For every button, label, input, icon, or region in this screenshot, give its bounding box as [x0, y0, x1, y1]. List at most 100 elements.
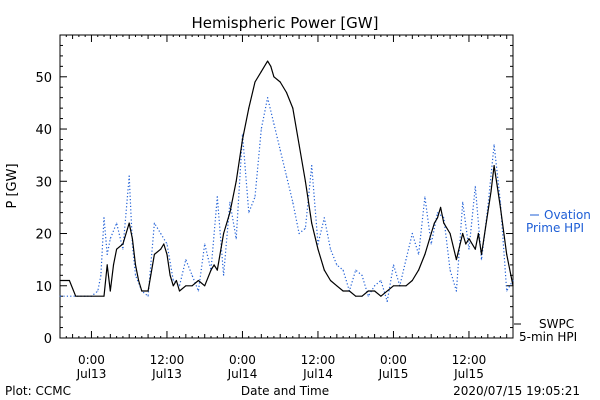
ovation-data-point: [298, 232, 300, 235]
y-tick-label: 40: [35, 123, 52, 138]
ovation-data-point: [436, 212, 439, 214]
swpc-data-point: [392, 285, 395, 287]
x-axis: 0:00Jul1312:00Jul130:00Jul1412:00Jul140:…: [59, 35, 514, 381]
ovation-data-point: [329, 248, 332, 250]
ovation-data-point: [223, 274, 225, 276]
ovation-data-point: [405, 259, 407, 261]
ovation-data-point: [468, 248, 470, 250]
swpc-data-point: [210, 269, 212, 271]
swpc-data-point: [248, 107, 250, 109]
swpc-data-point: [430, 232, 432, 235]
swpc-data-point: [465, 243, 467, 245]
swpc-data-point: [424, 253, 426, 255]
ovation-data-point: [235, 238, 237, 240]
ovation-data-point: [279, 149, 281, 151]
swpc-data-point: [474, 248, 476, 250]
ovation-data-point: [506, 290, 508, 292]
ovation-data-point: [374, 285, 376, 287]
ovation-data-point: [367, 295, 369, 297]
ovation-data-point: [336, 264, 338, 266]
swpc-data-point: [131, 238, 133, 240]
swpc-hpi-line: [60, 60, 514, 297]
ovation-data-point: [267, 97, 269, 99]
ovation-data-point: [178, 285, 181, 287]
ovation-data-point: [380, 279, 382, 282]
ovation-data-point: [97, 290, 99, 292]
plot-credit: Plot: CCMC: [5, 384, 71, 398]
ovation-data-point: [449, 269, 451, 271]
ovation-data-point: [160, 232, 162, 235]
x-tick-label-time: 0:00: [229, 353, 256, 367]
swpc-data-point: [178, 290, 181, 292]
ovation-data-point: [392, 264, 395, 266]
y-axis: 0 10 20 30 40 50: [35, 34, 513, 347]
chart-title: Hemispheric Power [GW]: [192, 14, 379, 32]
swpc-data-point: [433, 222, 435, 224]
swpc-data-point: [374, 290, 376, 292]
swpc-data-point: [496, 185, 498, 188]
ovation-data-point: [443, 217, 445, 219]
swpc-data-point: [267, 60, 269, 62]
x-tick-label-time: 12:00: [301, 353, 336, 367]
x-tick-label-date: Jul15: [453, 367, 484, 381]
plot-timestamp: 2020/07/15 19:05:21: [453, 384, 580, 398]
swpc-data-point: [449, 232, 451, 235]
swpc-legend-label-1: SWPC: [539, 317, 574, 331]
swpc-data-point: [185, 285, 187, 287]
swpc-data-point: [462, 232, 464, 235]
ovation-data-point: [216, 196, 218, 198]
x-tick-label-date: Jul15: [378, 367, 409, 381]
swpc-data-point: [380, 295, 382, 297]
ovation-data-point: [185, 259, 187, 261]
swpc-data-point: [163, 243, 165, 245]
swpc-data-point: [75, 295, 77, 297]
ovation-data-point: [342, 269, 344, 271]
y-tick-label: 10: [35, 280, 52, 295]
ovation-prime-hpi-line: [60, 97, 514, 302]
swpc-data-point: [191, 285, 193, 287]
y-tick-label: 20: [35, 228, 52, 243]
ovation-data-point: [229, 201, 231, 203]
swpc-data-point: [103, 295, 105, 297]
swpc-data-point: [361, 295, 363, 297]
ovation-data-point: [474, 185, 476, 188]
swpc-data-point: [279, 81, 281, 83]
ovation-data-point: [197, 290, 199, 292]
series-layer: [59, 60, 514, 302]
y-tick-label: 0: [44, 332, 52, 347]
swpc-legend-label-2: 5-min HPI: [519, 330, 577, 344]
ovation-data-point: [116, 222, 118, 224]
ovation-data-point: [128, 175, 130, 177]
swpc-data-point: [455, 259, 457, 261]
swpc-data-point: [493, 165, 495, 167]
x-tick-label-time: 12:00: [452, 353, 487, 367]
ovation-legend-label-2: Prime HPI: [526, 221, 584, 235]
x-tick-label-time: 12:00: [150, 353, 185, 367]
swpc-data-point: [241, 138, 244, 141]
swpc-data-point: [106, 264, 108, 266]
swpc-data-point: [147, 290, 149, 292]
x-tick-label-time: 0:00: [380, 353, 407, 367]
swpc-data-point: [285, 91, 288, 94]
swpc-data-point: [317, 248, 319, 250]
swpc-data-point: [342, 290, 344, 292]
swpc-data-point: [399, 285, 401, 287]
swpc-data-point: [487, 212, 489, 214]
ovation-data-point: [273, 123, 275, 125]
swpc-data-point: [273, 76, 275, 78]
swpc-data-point: [128, 222, 130, 224]
swpc-data-point: [169, 274, 171, 276]
swpc-data-point: [160, 248, 162, 250]
ovation-data-point: [292, 201, 294, 203]
ovation-data-point: [304, 227, 306, 229]
x-tick-label-date: Jul13: [76, 367, 107, 381]
swpc-data-point: [440, 206, 442, 208]
swpc-data-point: [68, 279, 70, 282]
swpc-data-point: [304, 180, 306, 182]
ovation-data-point: [418, 253, 420, 255]
ovation-data-point: [323, 217, 325, 219]
swpc-data-point: [418, 269, 420, 271]
x-axis-label: Date and Time: [241, 384, 329, 398]
ovation-data-point: [147, 295, 149, 297]
